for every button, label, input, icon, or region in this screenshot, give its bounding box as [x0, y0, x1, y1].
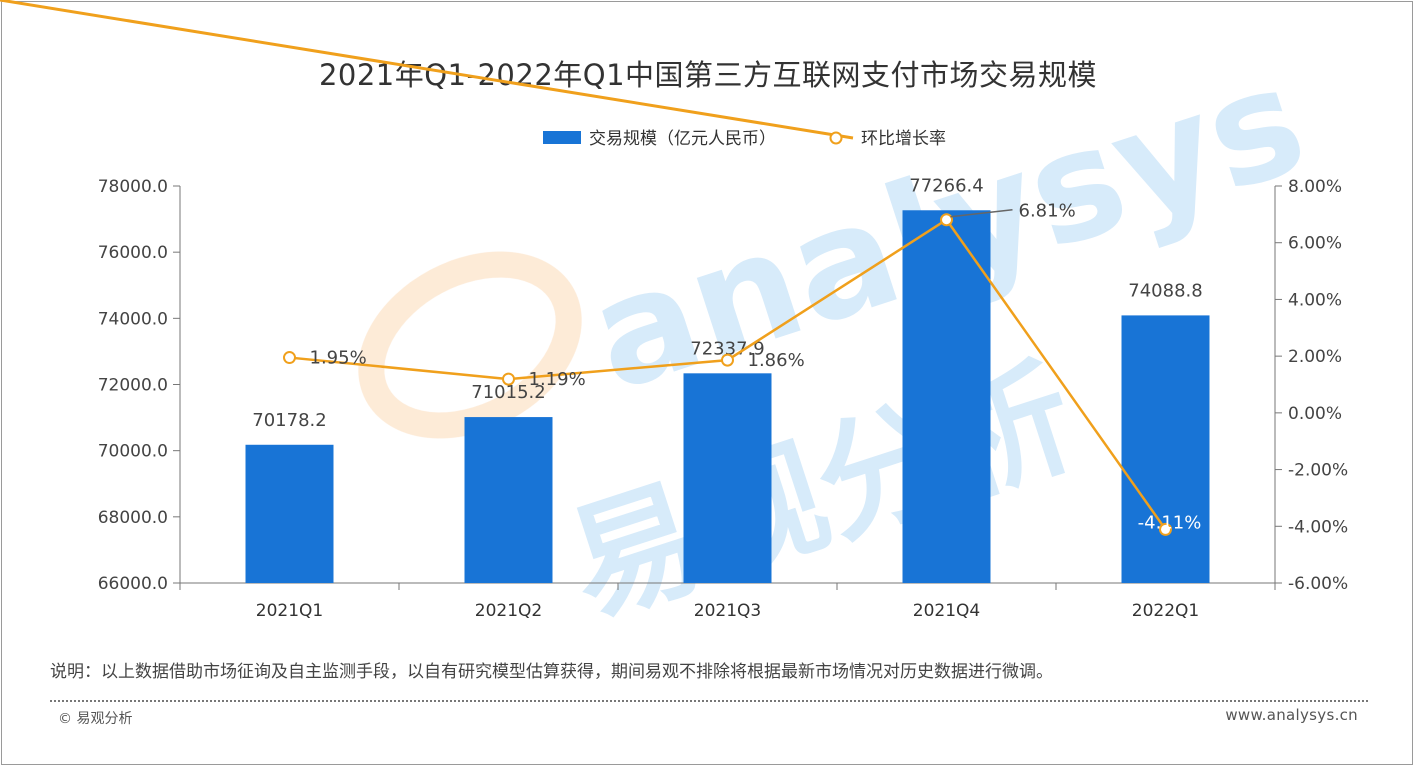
growth-rate-label: 1.86% [748, 350, 805, 371]
bar [683, 373, 772, 583]
x-tick-label: 2021Q2 [475, 601, 542, 621]
y-right-tick-label: 2.00% [1288, 347, 1342, 367]
legend: 交易规模（亿元人民币） 环比增长率 [0, 0, 946, 149]
legend-bar-label: 交易规模（亿元人民币） [589, 129, 776, 149]
bar-labels: 70178.2 71015.2 72337.9 77266.4 74088.8 [252, 175, 1202, 431]
growth-rate-label: -4.11% [1138, 512, 1202, 533]
footnote: 说明：以上数据借助市场征询及自主监测手段，以自有研究模型估算获得，期间易观不排除… [50, 662, 1053, 682]
bar [1121, 315, 1210, 583]
y-right-tick-label: 6.00% [1288, 234, 1342, 254]
legend-line-label: 环比增长率 [861, 129, 946, 149]
growth-rate-point [1159, 522, 1172, 536]
growth-rate-point [283, 351, 296, 365]
growth-rate-point [502, 372, 515, 386]
x-tick-label: 2021Q4 [913, 601, 980, 621]
x-tick-label: 2021Q1 [256, 601, 323, 621]
watermark-logo-swoosh [358, 251, 582, 439]
bar-value-label: 71015.2 [471, 382, 545, 403]
bar [464, 417, 553, 583]
footer-divider [50, 700, 1368, 702]
growth-rate-label: 1.19% [529, 369, 586, 390]
legend-bar-swatch [543, 131, 581, 144]
y-left-tick-label: 78000.0 [98, 177, 168, 197]
y-left-tick-label: 74000.0 [98, 309, 168, 329]
copyright-text: © 易观分析 [58, 711, 133, 727]
y-right-tick-label: 0.00% [1288, 404, 1342, 424]
y-right-tick-label: 8.00% [1288, 177, 1342, 197]
bar-value-label: 70178.2 [252, 410, 326, 431]
website-link[interactable]: www.analysys.cn [1225, 706, 1358, 724]
x-tick-label: 2021Q3 [694, 601, 761, 621]
growth-rate-label: 1.95% [310, 348, 367, 369]
y-left-tick-label: 66000.0 [98, 574, 168, 594]
chart-svg: analysys 易观分析 交易规模（亿元人民币） 环比增长率 66000.06… [0, 0, 1348, 644]
y-right-tick-label: 4.00% [1288, 290, 1342, 310]
y-left-tick-label: 76000.0 [98, 243, 168, 263]
axes: 66000.0 68000.0 70000.0 72000.0 74000.0 76000… [98, 177, 1348, 621]
legend-line-marker [829, 131, 843, 145]
growth-rate-point [721, 353, 734, 367]
y-left-tick-label: 70000.0 [98, 442, 168, 462]
bar [902, 210, 991, 583]
y-left-tick-label: 72000.0 [98, 376, 168, 396]
growth-rate-label: 6.81% [1019, 201, 1076, 222]
bar-value-label: 77266.4 [909, 175, 983, 196]
chart-title: 2021年Q1-2022年Q1中国第三方互联网支付市场交易规模 [318, 58, 1098, 92]
bar-value-label: 74088.8 [1128, 280, 1202, 301]
label-leader-line [950, 208, 1013, 218]
growth-rate-point [940, 213, 953, 227]
y-right-tick-label: -2.00% [1288, 461, 1348, 481]
line-series: 1.95% 1.19% 1.86% 6.81% -4.11% [283, 201, 1202, 536]
x-tick-label: 2022Q1 [1132, 601, 1199, 621]
y-left-tick-label: 68000.0 [98, 508, 168, 528]
bars [245, 210, 1210, 583]
legend-line-swatch [0, 0, 854, 140]
bar-value-label: 72337.9 [690, 338, 764, 359]
y-right-tick-label: -4.00% [1288, 517, 1348, 537]
y-right-tick-label: -6.00% [1288, 574, 1348, 594]
bar [245, 444, 334, 583]
